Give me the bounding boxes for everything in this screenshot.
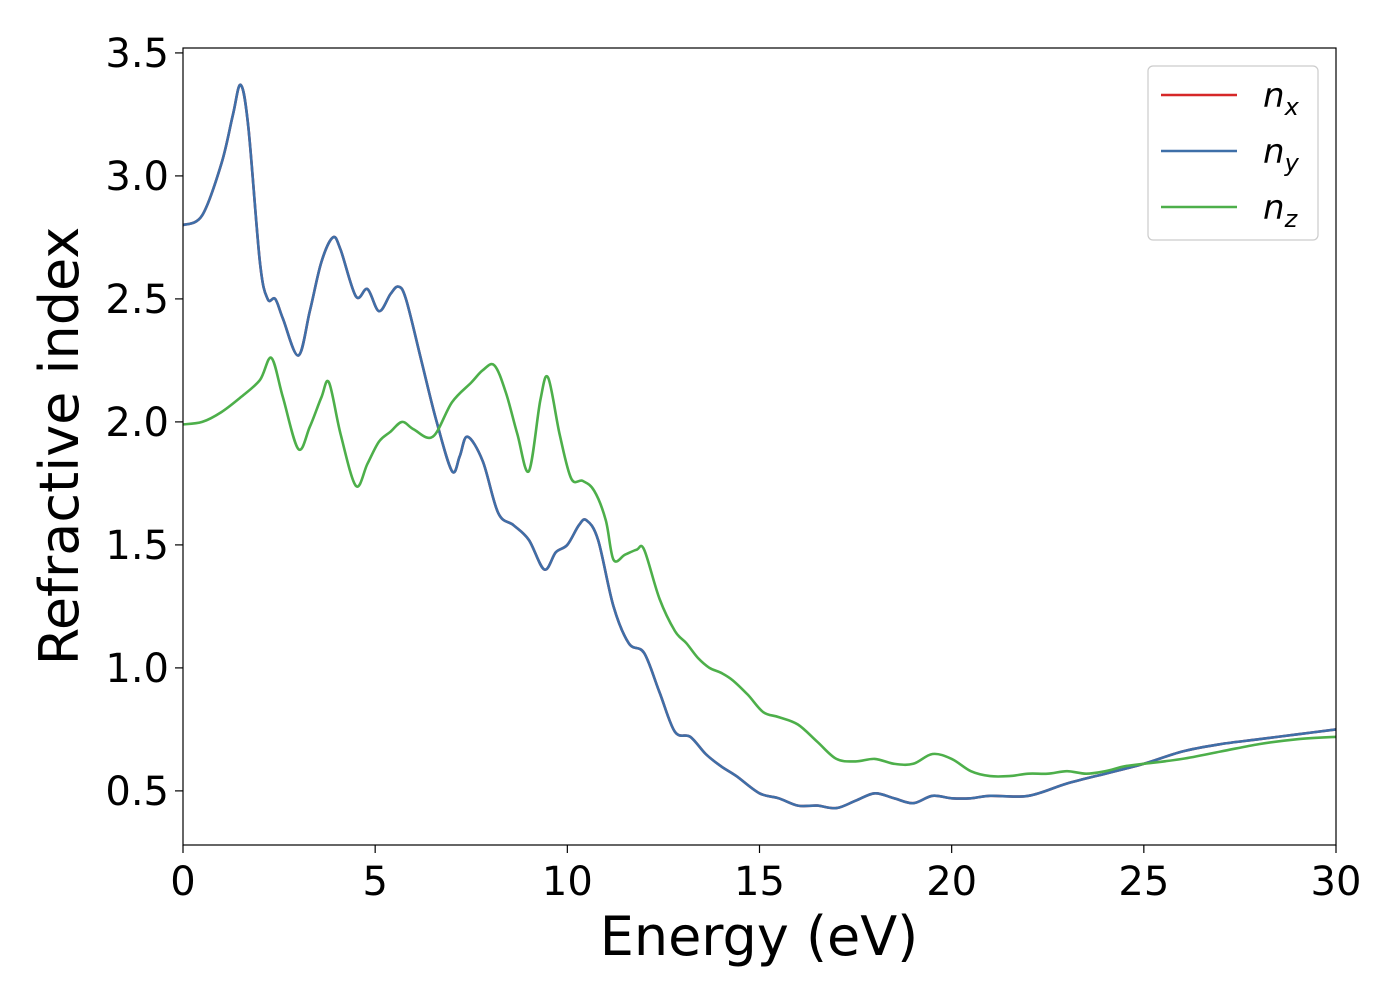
x-tick-label: 30 [1311, 859, 1362, 905]
legend-label-nz: nz [1263, 188, 1299, 233]
x-tick-label: 25 [1118, 859, 1169, 905]
x-tick-label: 15 [734, 859, 785, 905]
legend: nx ny nz [1147, 65, 1319, 241]
y-axis-label: Refractive index [28, 227, 91, 666]
x-tick-label: 5 [362, 859, 387, 905]
y-tick-label: 2.0 [105, 400, 169, 446]
y-tick-label: 3.0 [105, 154, 169, 200]
y-tick-label: 1.0 [105, 646, 169, 692]
y-tick-label: 0.5 [105, 769, 169, 815]
x-axis-ticks: 0 5 10 15 20 25 30 [170, 845, 1361, 905]
y-tick-label: 2.5 [105, 277, 169, 323]
y-tick-label: 3.5 [105, 31, 169, 77]
x-axis-label: Energy (eV) [600, 905, 919, 968]
legend-label-nx: nx [1263, 76, 1300, 121]
x-tick-label: 10 [542, 859, 593, 905]
series-line-nz [182, 356, 1337, 778]
x-tick-label: 0 [170, 859, 195, 905]
legend-box [1147, 65, 1319, 241]
y-axis-ticks: 0.5 1.0 1.5 2.0 2.5 3.0 3.5 [105, 31, 183, 815]
x-tick-label: 20 [926, 859, 977, 905]
legend-label-ny: ny [1263, 132, 1300, 177]
series-line-ny [182, 83, 1337, 810]
y-tick-label: 1.5 [105, 523, 169, 569]
series-lines [182, 83, 1337, 810]
